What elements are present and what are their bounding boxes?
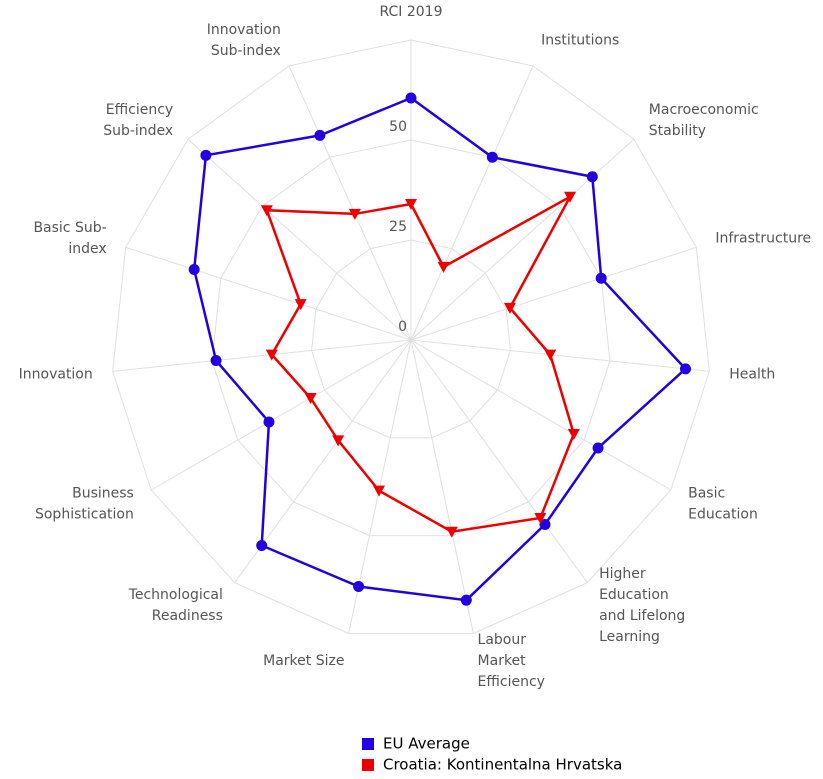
point <box>679 363 691 375</box>
point <box>265 349 278 361</box>
axis-label: Macroeconomic Stability <box>649 102 759 139</box>
point <box>200 149 212 161</box>
point <box>188 264 200 276</box>
point <box>437 261 450 273</box>
grid-spoke <box>187 138 412 341</box>
point <box>210 354 222 366</box>
point <box>294 299 307 311</box>
grid-spoke <box>410 246 697 341</box>
point <box>353 580 365 592</box>
legend-swatch <box>362 759 374 771</box>
point <box>595 272 607 284</box>
point <box>314 129 326 141</box>
point <box>263 416 275 428</box>
legend-label: Croatia: Kontinentalna Hrvatska <box>383 756 622 774</box>
grid-spoke <box>150 339 412 491</box>
axis-label: Efficiency Sub-index <box>103 102 173 139</box>
axis-label: Institutions <box>541 32 619 48</box>
point <box>372 485 385 497</box>
point <box>534 512 547 524</box>
grid-spoke <box>112 339 412 372</box>
axis-label: Labour Market Efficiency <box>478 632 545 690</box>
axis-label: Infrastructure <box>715 231 811 247</box>
axis-label: Basic Education <box>688 486 758 523</box>
grid-spoke <box>410 339 672 491</box>
y-tick-label: 0 <box>398 319 407 335</box>
axis-label: Higher Education and Lifelong Learning <box>599 566 685 645</box>
y-tick-label: 50 <box>389 119 407 135</box>
series-line <box>265 193 576 534</box>
axis-label: Innovation Sub-index <box>207 22 281 59</box>
point <box>445 526 458 538</box>
point <box>460 594 472 606</box>
point <box>405 92 417 104</box>
grid-spoke <box>410 65 534 341</box>
grid-spoke <box>410 138 635 341</box>
point <box>304 393 317 404</box>
point <box>405 199 417 210</box>
point <box>586 171 598 183</box>
grid-spoke <box>410 339 588 583</box>
grid-spoke <box>288 65 412 341</box>
point <box>564 191 577 203</box>
point <box>486 151 498 163</box>
point <box>544 349 557 361</box>
axis-label: Basic Sub-index <box>33 220 106 257</box>
legend-label: EU Average <box>383 735 470 753</box>
y-tick-label: 25 <box>389 219 407 235</box>
legend-swatch <box>362 738 374 750</box>
axis-label: Market Size <box>263 653 344 669</box>
grid-ring <box>112 39 710 634</box>
grid-ring <box>311 239 511 439</box>
axis-label: Business Sophistication <box>35 486 134 523</box>
point <box>503 302 516 314</box>
grid-spoke <box>125 246 412 341</box>
grid-spoke <box>410 339 474 634</box>
point <box>567 429 580 440</box>
grid-spoke <box>410 339 710 372</box>
axis-label: Health <box>729 366 775 382</box>
axis-label: Innovation <box>19 366 93 382</box>
point <box>348 208 361 220</box>
point <box>260 205 273 217</box>
grid-ring <box>211 139 611 537</box>
point <box>539 518 551 530</box>
axis-label: Technological Readiness <box>128 587 223 624</box>
point <box>256 539 268 551</box>
point <box>592 442 604 454</box>
series-line <box>192 96 688 602</box>
axis-label: RCI 2019 <box>379 4 442 20</box>
point <box>332 435 345 447</box>
